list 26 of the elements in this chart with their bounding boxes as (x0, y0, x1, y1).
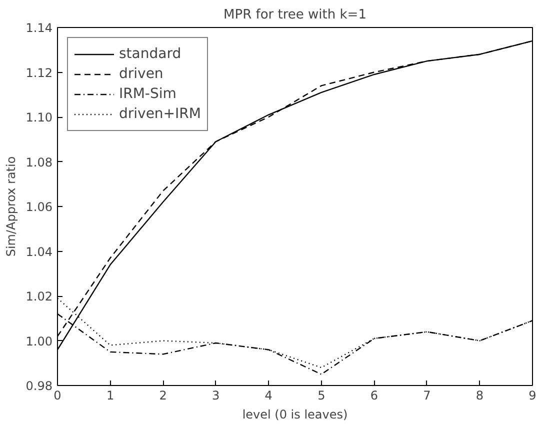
y-axis-title: Sim/Approx ratio (4, 156, 18, 257)
x-axis-title: level (0 is leaves) (242, 408, 348, 422)
y-tick-label: 1.10 (26, 110, 52, 124)
y-tick-label: 1.12 (26, 66, 52, 80)
chart-title: MPR for tree with k=1 (224, 8, 366, 22)
y-tick-label: 1.02 (26, 290, 52, 304)
x-tick-label: 1 (106, 388, 114, 402)
legend-label: IRM-Sim (119, 86, 176, 102)
legend-label: driven (119, 66, 164, 82)
y-tick-label: 1.14 (26, 21, 52, 35)
x-tick-label: 3 (212, 388, 220, 402)
y-tick-label: 1.08 (26, 155, 52, 170)
x-tick-label: 9 (528, 388, 536, 402)
x-tick-label: 2 (159, 388, 167, 402)
legend-label: standard (119, 46, 182, 62)
y-tick-label: 1.06 (26, 200, 52, 214)
y-tick-label: 0.98 (26, 379, 52, 393)
x-tick-label: 8 (476, 388, 484, 402)
y-tick-label: 1.04 (26, 244, 52, 259)
y-tick-label: 1.00 (26, 334, 52, 348)
x-tick-label: 5 (318, 388, 326, 402)
x-tick-label: 0 (54, 388, 62, 402)
x-tick-label: 7 (423, 388, 431, 402)
x-tick-label: 6 (370, 388, 378, 402)
legend-label: driven+IRM (119, 106, 201, 122)
x-tick-label: 4 (264, 388, 272, 402)
